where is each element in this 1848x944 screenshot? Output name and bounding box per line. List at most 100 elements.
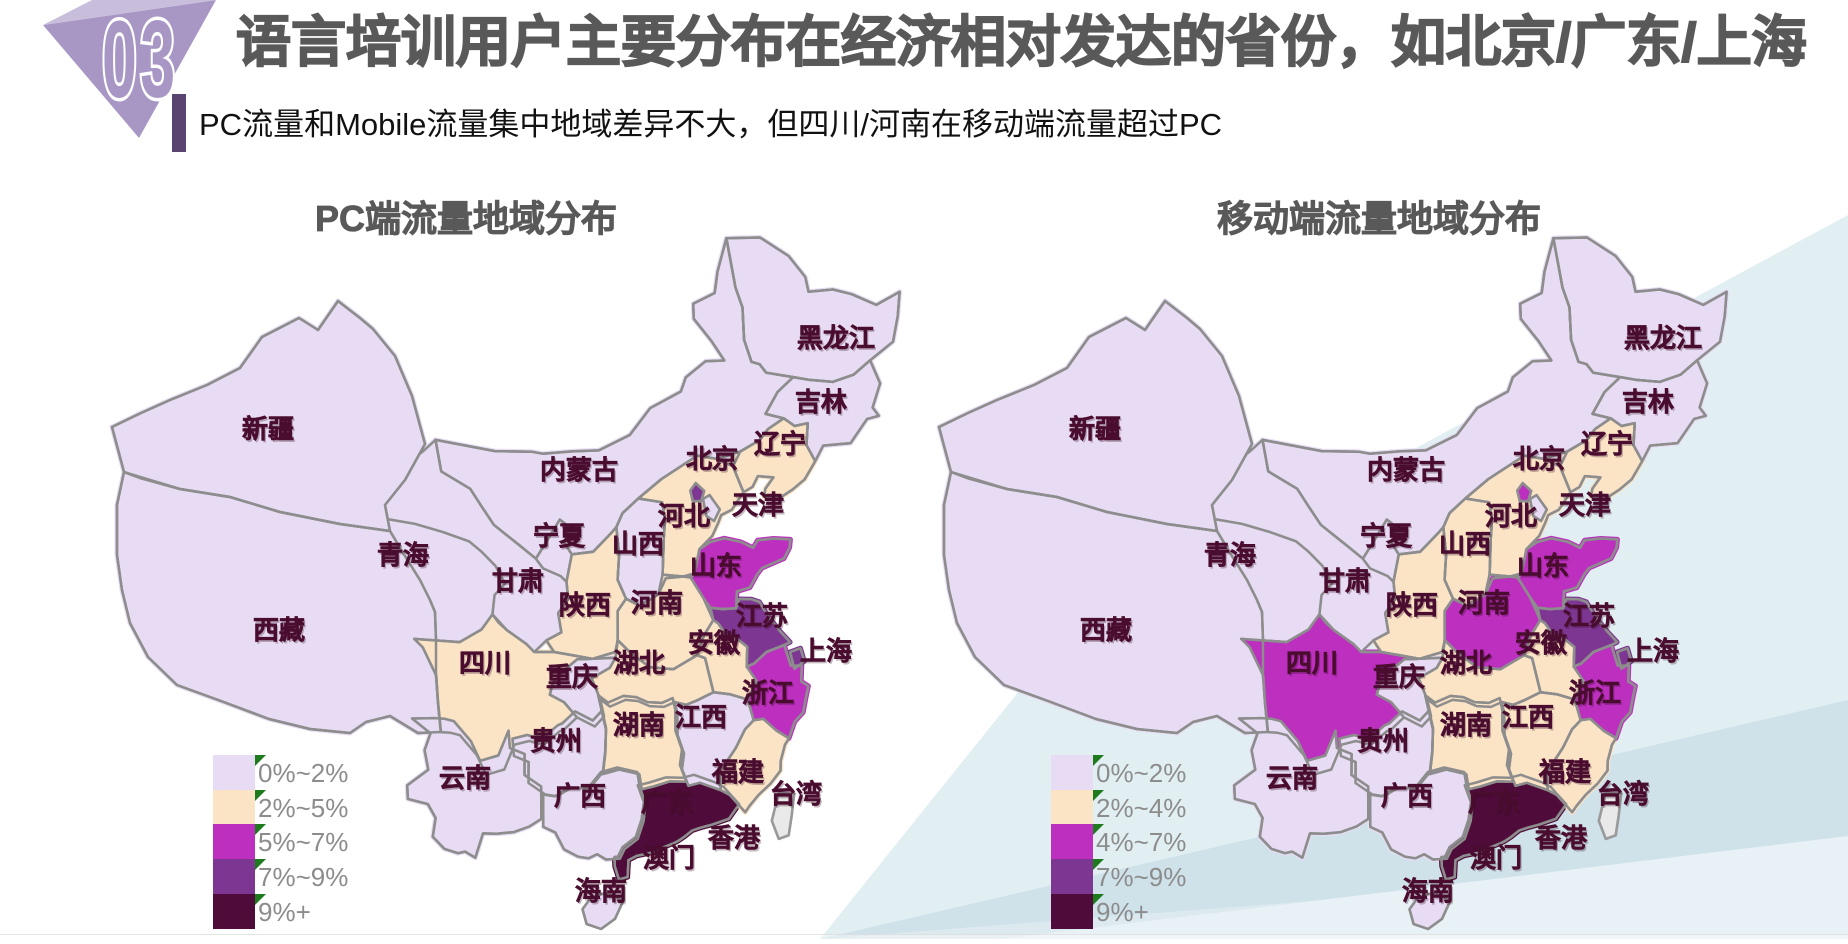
svg-text:浙江: 浙江	[743, 680, 795, 710]
svg-text:2%~5%: 2%~5%	[258, 793, 348, 823]
svg-text:河南: 河南	[632, 590, 684, 620]
svg-text:5%~7%: 5%~7%	[258, 827, 348, 857]
svg-text:重庆: 重庆	[1374, 664, 1426, 694]
svg-text:广西: 广西	[1381, 781, 1433, 811]
svg-text:澳门: 澳门	[1470, 843, 1522, 873]
svg-text:广西: 广西	[554, 781, 606, 811]
svg-text:辽宁: 辽宁	[1582, 431, 1634, 461]
svg-text:海南: 海南	[1402, 876, 1454, 906]
svg-text:青海: 青海	[377, 540, 429, 570]
svg-text:湖南: 湖南	[1440, 710, 1492, 740]
svg-text:四川: 四川	[460, 650, 512, 680]
svg-text:云南: 云南	[439, 763, 491, 793]
svg-text:陕西: 陕西	[559, 590, 611, 620]
svg-text:吉林: 吉林	[1623, 389, 1675, 419]
svg-text:上海: 上海	[1628, 638, 1680, 668]
svg-text:甘肃: 甘肃	[1319, 566, 1371, 596]
svg-text:云南: 云南	[440, 765, 492, 795]
svg-text:台湾: 台湾	[770, 779, 822, 809]
svg-text:河北: 河北	[1485, 501, 1537, 531]
svg-text:安徽: 安徽	[689, 630, 742, 660]
svg-text:甘肃: 甘肃	[492, 566, 544, 596]
svg-text:海南: 海南	[1403, 878, 1455, 908]
svg-text:河南: 河南	[1458, 588, 1510, 618]
svg-text:7%~9%: 7%~9%	[258, 862, 348, 892]
svg-text:广东: 广东	[641, 787, 693, 817]
svg-text:西藏: 西藏	[1081, 617, 1133, 647]
svg-text:广西: 广西	[1382, 783, 1434, 813]
svg-text:安徽: 安徽	[688, 628, 741, 658]
svg-text:广西: 广西	[555, 783, 607, 813]
svg-text:河北: 河北	[658, 501, 710, 531]
svg-text:河南: 河南	[1459, 590, 1511, 620]
svg-text:江西: 江西	[1502, 702, 1554, 732]
svg-text:内蒙古: 内蒙古	[540, 455, 618, 485]
svg-text:江西: 江西	[675, 702, 727, 732]
svg-text:香港: 香港	[1535, 823, 1588, 853]
svg-text:海南: 海南	[576, 878, 628, 908]
svg-text:云南: 云南	[1266, 763, 1318, 793]
svg-text:山西: 山西	[1440, 531, 1492, 561]
svg-text:重庆: 重庆	[546, 662, 598, 692]
svg-text:辽宁: 辽宁	[754, 429, 806, 459]
svg-text:吉林: 吉林	[795, 387, 847, 417]
svg-text:湖北: 湖北	[1440, 648, 1492, 678]
svg-text:江西: 江西	[676, 704, 728, 734]
svg-text:台湾: 台湾	[771, 781, 823, 811]
svg-text:0%~2%: 0%~2%	[1096, 758, 1186, 788]
svg-text:澳门: 澳门	[643, 843, 695, 873]
svg-text:山西: 山西	[612, 529, 664, 559]
svg-text:吉林: 吉林	[796, 389, 848, 419]
svg-text:山东: 山东	[1518, 553, 1570, 583]
svg-text:宁夏: 宁夏	[1360, 521, 1413, 551]
svg-text:浙江: 浙江	[1570, 680, 1622, 710]
svg-text:陕西: 陕西	[560, 592, 612, 622]
svg-text:北京: 北京	[1514, 446, 1566, 476]
svg-text:安徽: 安徽	[1515, 628, 1568, 658]
svg-text:黑龙江: 黑龙江	[798, 325, 876, 355]
svg-text:上海: 上海	[1627, 636, 1679, 666]
svg-text:甘肃: 甘肃	[493, 568, 545, 598]
svg-text:河北: 河北	[1486, 503, 1538, 533]
svg-text:天津: 天津	[1560, 492, 1612, 522]
svg-text:四川: 四川	[459, 648, 511, 678]
svg-text:广东: 广东	[1469, 789, 1521, 819]
svg-text:宁夏: 宁夏	[534, 523, 587, 553]
svg-text:重庆: 重庆	[1373, 662, 1425, 692]
svg-text:重庆: 重庆	[547, 664, 599, 694]
svg-text:浙江: 浙江	[742, 678, 794, 708]
svg-text:浙江: 浙江	[1569, 678, 1621, 708]
svg-text:福建: 福建	[711, 757, 764, 787]
svg-text:广东: 广东	[642, 789, 694, 819]
svg-text:台湾: 台湾	[1598, 781, 1650, 811]
svg-text:贵州: 贵州	[531, 728, 583, 758]
svg-text:四川: 四川	[1287, 650, 1339, 680]
svg-text:广东: 广东	[1468, 787, 1520, 817]
svg-text:江西: 江西	[1503, 704, 1555, 734]
svg-text:湖南: 湖南	[613, 710, 665, 740]
svg-text:湖北: 湖北	[614, 650, 666, 680]
svg-text:台湾: 台湾	[1597, 779, 1649, 809]
svg-text:海南: 海南	[575, 876, 627, 906]
svg-text:西藏: 西藏	[1080, 615, 1132, 645]
svg-text:河南: 河南	[631, 588, 683, 618]
svg-text:香港: 香港	[709, 825, 762, 855]
svg-text:4%~7%: 4%~7%	[1096, 827, 1186, 857]
svg-text:辽宁: 辽宁	[755, 431, 807, 461]
svg-text:黑龙江: 黑龙江	[1625, 325, 1703, 355]
svg-text:黑龙江: 黑龙江	[797, 323, 875, 353]
svg-text:山西: 山西	[613, 531, 665, 561]
svg-text:内蒙古: 内蒙古	[541, 457, 619, 487]
svg-text:香港: 香港	[708, 823, 761, 853]
svg-text:江苏: 江苏	[737, 603, 789, 633]
svg-text:9%+: 9%+	[258, 897, 311, 927]
svg-text:湖南: 湖南	[1441, 712, 1493, 742]
svg-text:江苏: 江苏	[736, 601, 788, 631]
svg-text:宁夏: 宁夏	[1361, 523, 1414, 553]
svg-text:内蒙古: 内蒙古	[1367, 455, 1445, 485]
svg-text:2%~4%: 2%~4%	[1096, 793, 1186, 823]
svg-text:西藏: 西藏	[254, 617, 306, 647]
svg-text:贵州: 贵州	[530, 726, 582, 756]
svg-text:四川: 四川	[1286, 648, 1338, 678]
svg-text:甘肃: 甘肃	[1320, 568, 1372, 598]
